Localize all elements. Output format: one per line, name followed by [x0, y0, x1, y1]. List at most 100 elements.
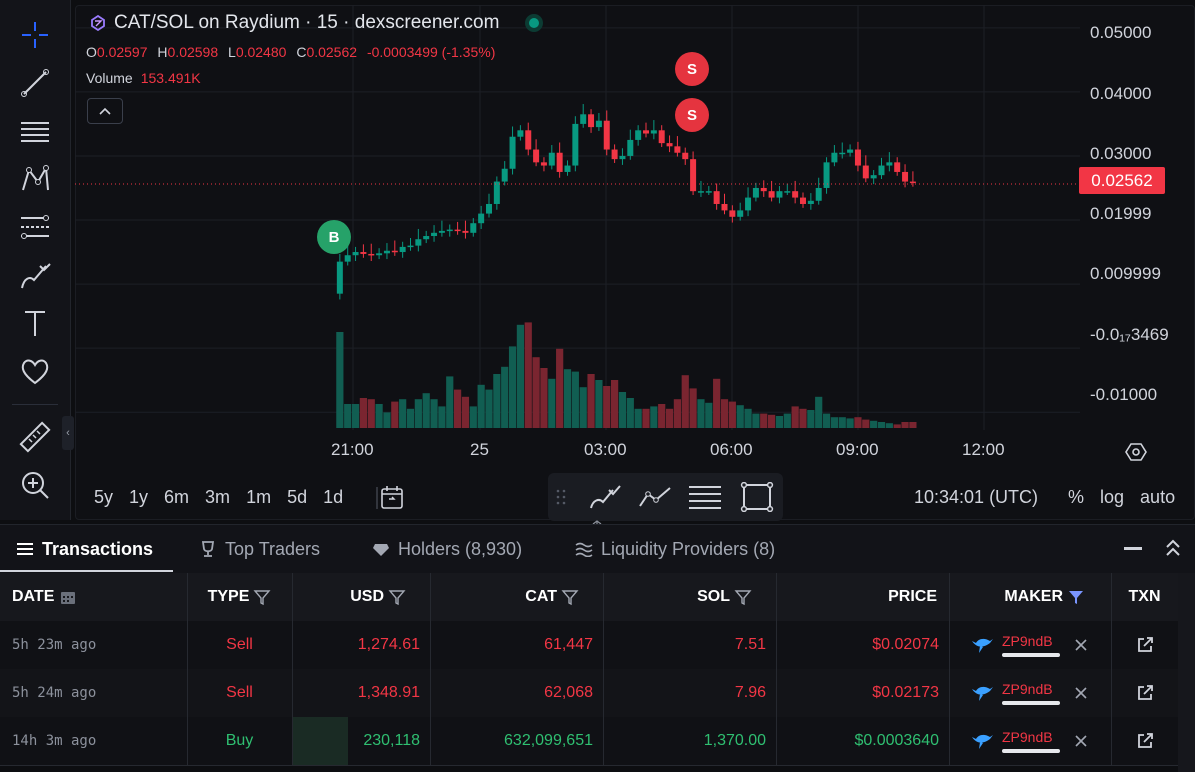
trophy-icon	[201, 541, 215, 557]
brush-icon[interactable]	[14, 254, 56, 296]
range-1y-button[interactable]: 1y	[129, 487, 149, 507]
heart-icon[interactable]	[14, 350, 56, 392]
expand-panel-icon[interactable]	[1165, 538, 1181, 563]
tab-transactions[interactable]: Transactions	[16, 525, 153, 573]
buy-marker[interactable]: B	[317, 220, 351, 254]
range-6m-button[interactable]: 6m	[164, 487, 190, 507]
candle-body	[839, 152, 846, 155]
range-5y-button[interactable]: 5y	[94, 487, 114, 507]
close-icon[interactable]	[1074, 638, 1088, 652]
chart-title-text: CAT/SOL on Raydium · 15 · dexscreener.co…	[114, 12, 500, 33]
maker-header[interactable]: MAKER	[949, 573, 1111, 621]
minimize-panel-icon[interactable]	[1124, 547, 1142, 550]
legend-collapse-button[interactable]	[87, 98, 123, 124]
tab-top-traders[interactable]: Top Traders	[199, 525, 320, 573]
filter-icon[interactable]	[561, 588, 579, 606]
table-row[interactable]: 14h 3m ago Buy 230,118 632,099,651 1,370.00 $…	[0, 717, 1178, 766]
volume-bar	[783, 413, 791, 428]
path-icon[interactable]	[636, 481, 674, 513]
maker-link[interactable]: ZP9ndB	[1002, 729, 1053, 745]
row-sol: 1,370.00	[703, 732, 766, 749]
crosshair-icon[interactable]	[14, 14, 56, 56]
filter-icon[interactable]	[734, 588, 752, 606]
utc-clock[interactable]: 10:34:01 (UTC)	[914, 487, 1039, 507]
price-header[interactable]: PRICE	[776, 573, 949, 621]
range-1d-button[interactable]: 1d	[323, 487, 344, 507]
go-to-date-button[interactable]	[376, 484, 406, 517]
filter-active-icon[interactable]	[1067, 588, 1085, 606]
candle-body	[619, 155, 626, 160]
column-divider	[430, 669, 431, 717]
horizontal-lines-icon[interactable]	[14, 110, 56, 152]
filter-icon[interactable]	[253, 588, 271, 606]
candle-body	[658, 130, 665, 144]
row-txn[interactable]	[1111, 621, 1178, 669]
volume-bar	[422, 393, 430, 428]
whale-icon	[972, 638, 993, 653]
filter-icon[interactable]	[388, 588, 406, 606]
sol-header[interactable]: SOL	[603, 573, 776, 621]
candle-body	[603, 120, 610, 150]
row-txn[interactable]	[1111, 669, 1178, 717]
candle-body	[737, 210, 744, 217]
column-divider	[187, 621, 188, 669]
chart-settings-button[interactable]	[1123, 439, 1149, 465]
log-scale-button[interactable]: log	[1100, 487, 1125, 507]
horizontal-lines-icon[interactable]	[686, 481, 724, 513]
range-1m-button[interactable]: 1m	[246, 487, 272, 507]
rectangle-icon[interactable]	[738, 481, 776, 513]
ruler-icon[interactable]	[14, 416, 56, 458]
pattern-icon[interactable]	[14, 158, 56, 200]
volume-bar	[705, 402, 713, 428]
y-tick-label: -0.01000	[1090, 385, 1158, 404]
date-header[interactable]: DATE	[12, 573, 187, 621]
table-row[interactable]: 5h 24m ago Sell 1,348.91 62,068 7.96 $0.02173…	[0, 669, 1178, 718]
zoom-in-icon[interactable]	[14, 464, 56, 506]
candle-body	[383, 250, 390, 254]
column-divider	[603, 717, 604, 765]
row-type: Buy	[225, 732, 254, 749]
type-header[interactable]: TYPE	[187, 573, 292, 621]
candle-body	[423, 236, 430, 240]
volume-bar	[383, 412, 391, 428]
table-scrollbar[interactable]	[1178, 573, 1195, 772]
table-row[interactable]: 5h 23m ago Sell 1,274.61 61,447 7.51 $0.02074…	[0, 621, 1178, 670]
range-5d-button[interactable]: 5d	[287, 487, 308, 507]
external-link-icon[interactable]	[1136, 732, 1154, 750]
text-icon[interactable]	[14, 302, 56, 344]
cat-header[interactable]: CAT	[430, 573, 603, 621]
maker-link[interactable]: ZP9ndB	[1002, 681, 1053, 697]
auto-scale-button[interactable]: auto	[1140, 487, 1176, 507]
tab-holders[interactable]: Holders (8,930)	[372, 525, 522, 573]
column-divider	[1111, 717, 1112, 765]
brush-icon[interactable]	[586, 481, 624, 513]
volume-bar	[893, 424, 901, 428]
price-candles	[336, 104, 916, 300]
volume-bar	[485, 389, 493, 428]
toolbar-collapse-icon[interactable]: ‹	[62, 416, 74, 450]
candle-body	[650, 130, 657, 134]
sell-marker[interactable]: S	[675, 52, 709, 86]
external-link-icon[interactable]	[1136, 636, 1154, 654]
percent-scale-button[interactable]: %	[1068, 487, 1085, 507]
tab-liquidity-providers[interactable]: Liquidity Providers (8)	[575, 525, 775, 573]
maker-link[interactable]: ZP9ndB	[1002, 633, 1053, 649]
candle-body	[713, 191, 720, 204]
close-icon[interactable]	[1074, 734, 1088, 748]
column-divider	[430, 717, 431, 765]
drag-handle-icon[interactable]	[550, 481, 572, 513]
external-link-icon[interactable]	[1136, 684, 1154, 702]
list-icon	[17, 543, 33, 555]
candle-body	[674, 146, 681, 153]
usd-header[interactable]: USD	[292, 573, 430, 621]
trend-line-icon[interactable]	[14, 62, 56, 104]
close-icon[interactable]	[1074, 686, 1088, 700]
fib-retracement-icon[interactable]	[14, 206, 56, 248]
sell-marker[interactable]: S	[675, 98, 709, 132]
candlestick-chart[interactable]	[75, 5, 1080, 430]
range-3m-button[interactable]: 3m	[205, 487, 231, 507]
volume-bar	[579, 387, 587, 428]
volume-bar	[830, 417, 838, 428]
row-txn[interactable]	[1111, 717, 1178, 765]
volume-bar	[752, 413, 760, 428]
